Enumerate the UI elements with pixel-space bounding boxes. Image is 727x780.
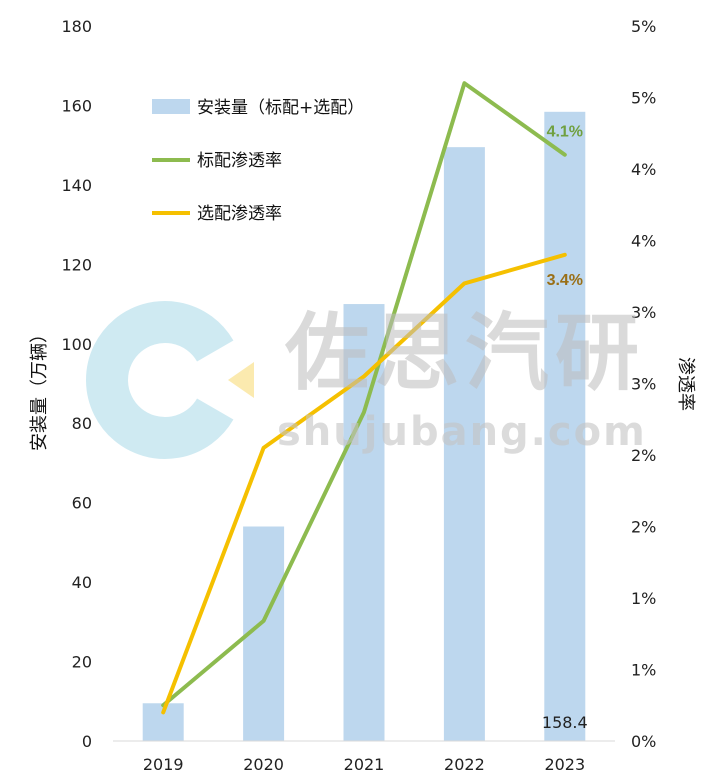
data-label-optional-2023: 3.4% [547,272,583,289]
y2-tick-label: 5% [631,89,656,108]
watermark-logo-icon [86,301,254,459]
data-label-standard-2023: 4.1% [547,124,583,141]
y2-tick-label: 1% [631,661,656,680]
legend-swatch-bar [152,99,190,114]
y-tick-label: 20 [72,653,92,672]
y2-tick-label: 0% [631,732,656,751]
y2-axis-title: 渗透率 [675,357,696,411]
y2-tick-label: 4% [631,160,656,179]
x-tick-label: 2022 [444,755,485,774]
y2-tick-label: 5% [631,17,656,36]
x-tick-label: 2020 [243,755,284,774]
y-tick-label: 160 [61,96,92,115]
x-tick-label: 2019 [143,755,184,774]
y2-tick-label: 2% [631,446,656,465]
legend-label-standard: 标配渗透率 [197,151,282,171]
data-label-install-2023: 158.4 [542,713,588,732]
y2-tick-label: 3% [631,303,656,322]
bar-2023 [544,111,586,742]
y2-tick-label: 4% [631,232,656,251]
watermark-text-cn: 佐思汽研 [284,304,645,402]
legend-label-optional: 选配渗透率 [197,204,282,224]
lines-layer [161,81,567,715]
y-tick-label: 120 [61,255,92,274]
y-tick-label: 100 [61,335,92,354]
y-tick-label: 0 [82,732,92,751]
y-tick-label: 180 [61,17,92,36]
y-tick-label: 60 [72,494,92,513]
labels-layer: 158.4 4.1% 3.4% [542,124,588,732]
bar-2022 [443,147,485,741]
y-tick-label: 40 [72,573,92,592]
y2-tick-label: 2% [631,518,656,537]
line-series-1 [161,81,567,708]
axes-layer: 2019 2020 2021 2022 2023 0 20 40 60 80 100 120 140 16… [61,17,656,774]
y2-tick-label: 3% [631,375,656,394]
bars-layer [142,111,586,742]
line-series-2 [161,252,567,715]
watermark-text-en: shujubang.com [277,409,647,455]
x-tick-label: 2023 [544,755,585,774]
y2-tick-label: 1% [631,589,656,608]
x-tick-label: 2021 [344,755,385,774]
y-tick-label: 80 [72,414,92,433]
legend-label-bar: 安装量（标配+选配） [197,98,364,118]
y-axis-title: 安装量（万辆） [29,325,50,451]
legend: 安装量（标配+选配） 标配渗透率 选配渗透率 [152,98,364,224]
y-tick-label: 140 [61,176,92,195]
